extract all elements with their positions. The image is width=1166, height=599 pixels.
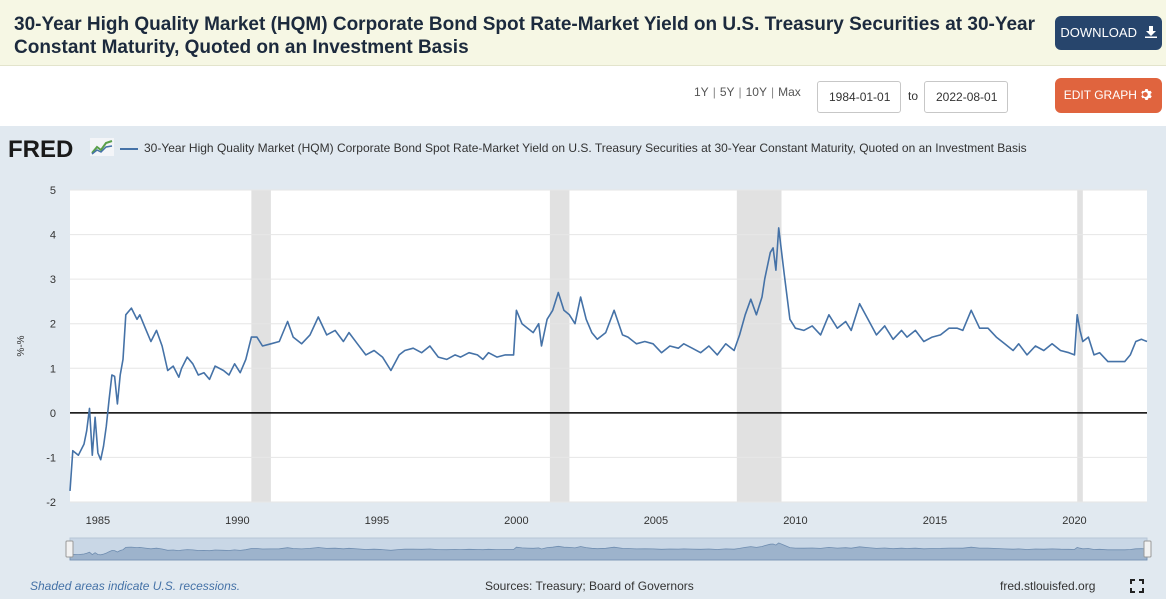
y-tick-label: -2 [46,497,56,509]
y-tick-label: 5 [50,185,56,197]
to-label: to [908,89,919,103]
recession-band [251,190,271,502]
x-tick-label: 2015 [923,515,947,527]
y-tick-label: 4 [50,230,56,242]
x-tick-label: 2020 [1062,515,1086,527]
page-header: 30-Year High Quality Market (HQM) Corpor… [0,0,1166,66]
end-date-input[interactable] [924,81,1008,113]
fred-logo: FRED [8,136,74,163]
x-tick-label: 2000 [504,515,528,527]
gear-icon [1140,88,1153,102]
navigator-series [69,542,1148,561]
range-10y[interactable]: 10Y [745,85,767,99]
edit-graph-button[interactable]: EDIT GRAPH [1055,78,1162,113]
recession-note: Shaded areas indicate U.S. recessions. [30,579,241,593]
start-date-input[interactable] [817,81,901,113]
graph-controls: 1Y|5Y|10Y|Max to EDIT GRAPH [0,66,1166,126]
y-tick-label: 2 [50,319,56,331]
range-max[interactable]: Max [778,85,801,99]
y-tick-label: 0 [50,408,56,420]
chart-legend: 30-Year High Quality Market (HQM) Corpor… [120,140,1040,157]
plot-background [70,190,1147,502]
range-5y[interactable]: 5Y [719,85,735,99]
recession-band [736,190,782,502]
y-axis-label: %-% [16,335,27,356]
recession-band [549,190,570,502]
range-1y[interactable]: 1Y [694,85,709,99]
download-button[interactable]: DOWNLOAD [1055,16,1162,50]
fred-chart-icon [90,138,114,161]
series-line [69,227,1148,491]
x-tick-label: 1990 [225,515,249,527]
y-tick-label: 3 [50,274,56,286]
range-selector: 1Y | 5Y | 10Y | Max [694,85,801,99]
y-tick-label: 1 [50,363,56,375]
chart-panel: FRED 30-Year High Quality Market (HQM) C… [0,126,1166,599]
chart-svg: -2 -1 0 1 2 3 4 5 1985 1990 1995 2000 2005 2010 2015 20… [16,185,1152,561]
x-tick-label: 1995 [365,515,389,527]
legend-swatch [120,148,138,150]
edit-graph-label: EDIT GRAPH [1063,88,1137,102]
download-label: DOWNLOAD [1060,25,1137,40]
fullscreen-icon[interactable] [1130,579,1144,593]
x-tick-label: 1985 [86,515,110,527]
x-tick-label: 2010 [783,515,807,527]
recession-band [1077,190,1083,502]
download-icon [1144,25,1157,40]
x-tick-label: 2005 [644,515,668,527]
site-link[interactable]: fred.stlouisfed.org [1000,579,1096,593]
y-tick-label: -1 [46,452,56,464]
navigator-right-handle[interactable] [1143,540,1152,558]
page-title: 30-Year High Quality Market (HQM) Corpor… [14,14,1036,58]
sources-text: Sources: Treasury; Board of Governors [485,579,694,593]
legend-label: 30-Year High Quality Market (HQM) Corpor… [144,141,1027,155]
navigator-left-handle[interactable] [65,540,74,558]
